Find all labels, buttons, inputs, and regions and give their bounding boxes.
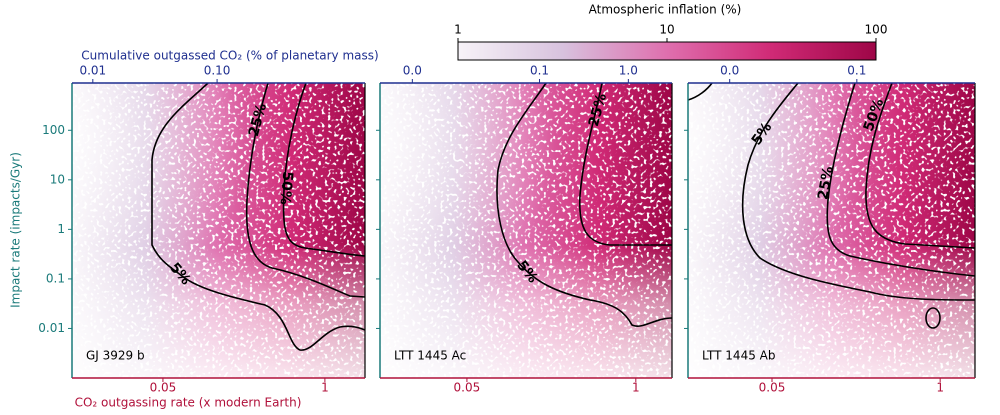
x-top-tick-label: 0.10 [204,64,231,78]
contour-label: 50% [277,171,296,206]
contour-line [925,307,941,329]
x-top-tick-label: 0.1 [847,64,866,78]
y-tick-label: 1 [57,222,65,236]
colorbar-tick-label: 1 [454,23,462,37]
colorbar-tick-label: 100 [865,23,888,37]
contour-line [741,82,976,301]
contour-line [245,82,366,298]
x-top-tick-label: 1.0 [619,64,638,78]
colorbar-label: Atmospheric inflation (%) [589,3,742,17]
x-top-tick-label: 0.0 [720,64,739,78]
x-tick-label: 0.05 [150,381,177,395]
density-speckle [72,83,365,378]
x-top-tick-label: 0.1 [530,64,549,78]
density-speckle [380,83,672,378]
colorbar-tick-label: 10 [659,23,674,37]
contour-line [826,82,976,277]
y-tick-label: 0.01 [38,321,65,335]
contour-line [151,82,366,351]
contour-line [578,82,672,246]
x-label: CO₂ outgassing rate (x modern Earth) [75,396,302,410]
contour-line [282,82,366,257]
x-tick-label: 1 [936,381,944,395]
contour-line [687,82,713,101]
colorbar [457,41,877,61]
contour-label: 25% [815,165,837,201]
x-tick-label: 0.05 [454,381,481,395]
panel-title: GJ 3929 b [86,349,145,363]
x-tick-label: 1 [632,381,640,395]
contour-line [496,82,673,327]
x-tick-label: 0.05 [759,381,786,395]
contours [151,82,976,351]
panel-title: LTT 1445 Ac [394,349,466,363]
y-tick-label: 0.1 [46,271,65,285]
density-speckle [688,83,975,378]
x-top-label: Cumulative outgassed CO₂ (% of planetary… [81,49,378,63]
panel-title: LTT 1445 Ab [702,349,775,363]
x-top-tick-label: 0.01 [79,64,106,78]
x-top-tick-label: 0.0 [403,64,422,78]
y-tick-label: 10 [50,172,65,186]
panels [72,83,975,378]
y-tick-label: 100 [42,123,65,137]
y-label: Impact rate (impacts/Gyr) [9,152,23,308]
x-tick-label: 1 [321,381,329,395]
contour-line [865,82,976,249]
